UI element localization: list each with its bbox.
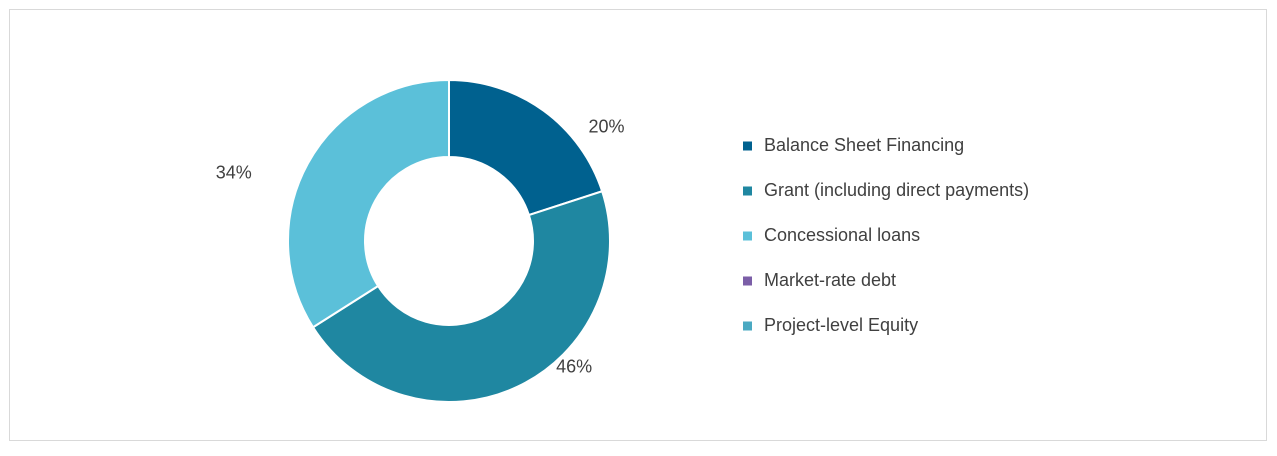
legend-label: Grant (including direct payments) <box>764 180 1029 200</box>
legend-label: Market-rate debt <box>764 270 896 290</box>
donut-slice <box>311 189 611 403</box>
legend-swatch <box>743 141 752 151</box>
donut-slice <box>448 78 604 217</box>
legend-swatch <box>743 186 752 196</box>
legend-label: Concessional loans <box>764 225 920 245</box>
chart-frame <box>9 9 1267 441</box>
data-label: 34% <box>216 162 252 182</box>
legend-label: Project-level Equity <box>764 315 918 335</box>
donut-slice <box>287 78 450 329</box>
data-label: 20% <box>589 116 625 136</box>
legend-label: Balance Sheet Financing <box>764 135 964 155</box>
legend-swatch <box>743 231 752 241</box>
data-label: 46% <box>556 356 592 376</box>
legend-swatch <box>743 321 752 331</box>
legend-swatch <box>743 276 752 286</box>
